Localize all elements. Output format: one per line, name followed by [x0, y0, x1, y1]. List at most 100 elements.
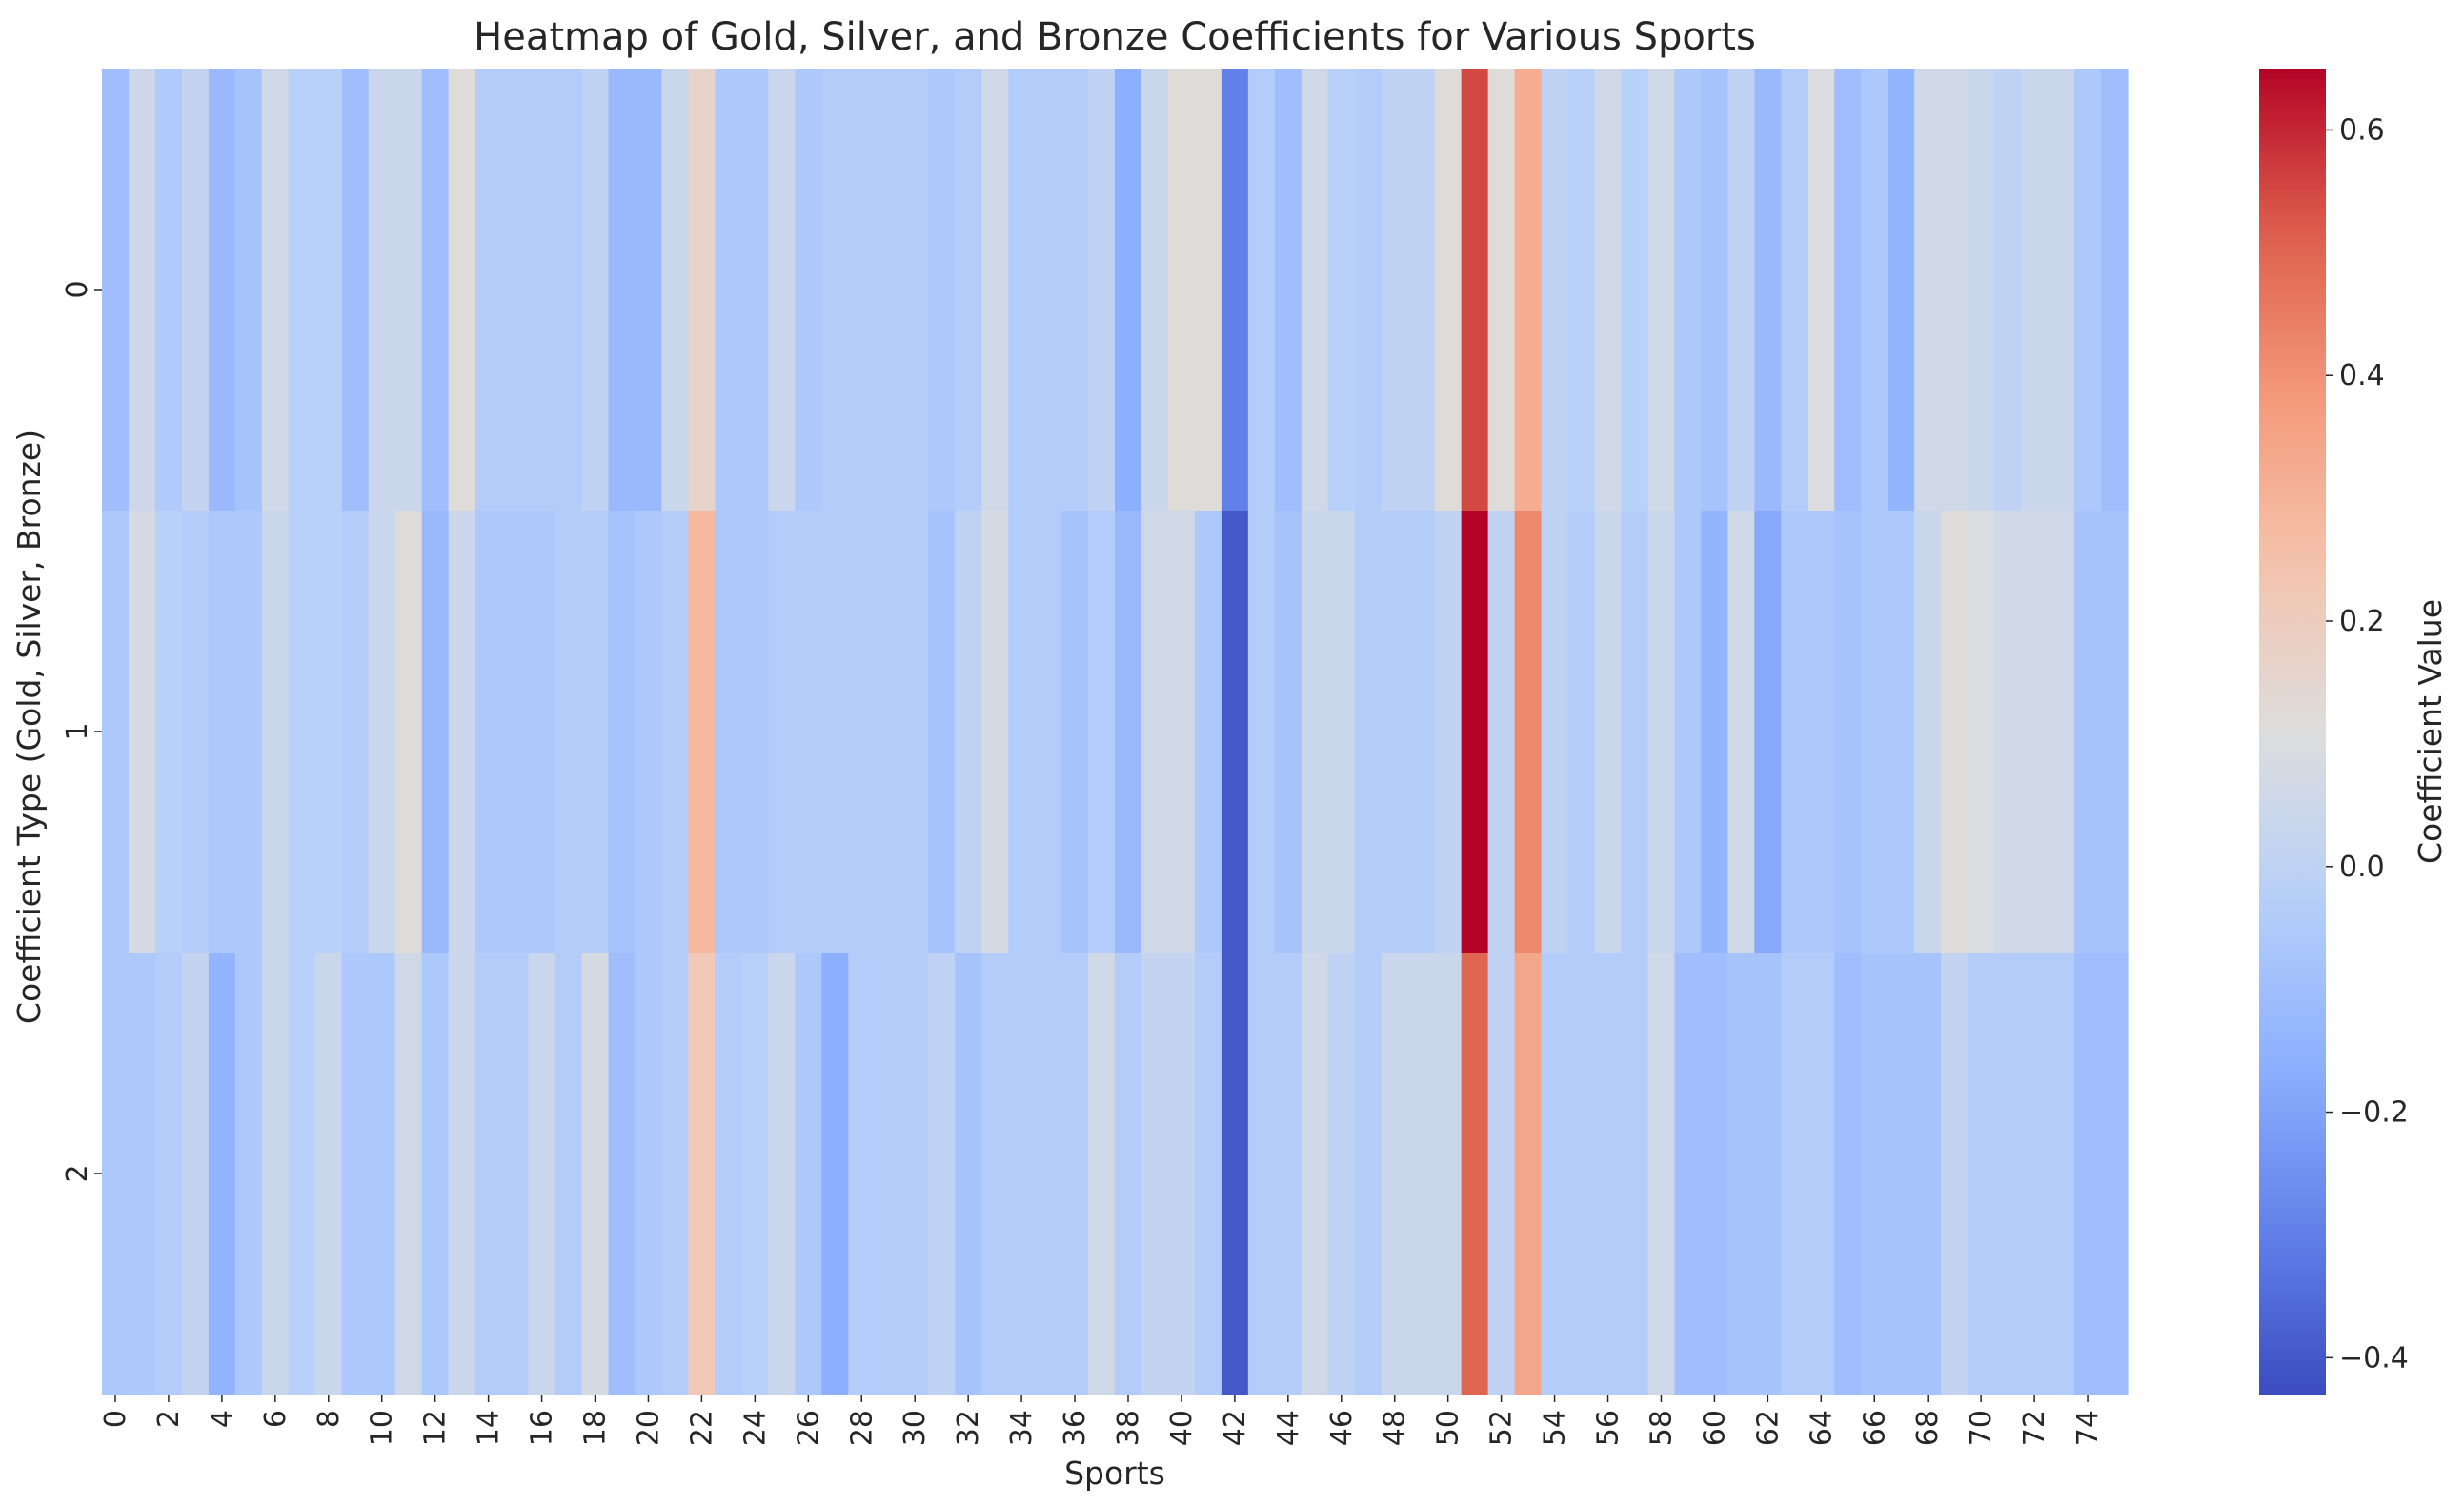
heatmap-cell — [1061, 69, 1089, 512]
heatmap-cell — [1567, 69, 1596, 512]
heatmap-cell — [2074, 953, 2102, 1395]
heatmap-cell — [2101, 69, 2129, 512]
x-tick-label: 62 — [1751, 1410, 1785, 1446]
heatmap-cell — [1194, 511, 1222, 953]
heatmap-cell — [1274, 69, 1303, 512]
heatmap-cell — [555, 69, 583, 512]
heatmap-cell — [1834, 69, 1862, 512]
heatmap-cell — [1727, 953, 1755, 1395]
heatmap-cell — [1167, 69, 1196, 512]
heatmap-cell — [1035, 511, 1062, 953]
heatmap-cell — [314, 69, 343, 512]
colorbar-ticks: −0.4 −0.2 0.0 0.2 0.4 0.6 — [2326, 113, 2409, 1375]
heatmap-cell — [981, 511, 1009, 953]
colorbar-tick-label: −0.4 — [2339, 1341, 2409, 1375]
heatmap-cell — [1514, 953, 1543, 1395]
heatmap-cell — [768, 511, 796, 953]
heatmap-cell — [1647, 511, 1676, 953]
heatmap-cell — [288, 511, 316, 953]
y-axis-label: Coefficient Type (Gold, Silver, Bronze) — [10, 430, 48, 1024]
heatmap-cell — [1754, 953, 1782, 1395]
heatmap-cell — [1621, 69, 1649, 512]
heatmap-cell — [715, 511, 742, 953]
heatmap-cell — [1008, 69, 1036, 512]
heatmap-cell — [208, 953, 236, 1395]
heatmap-cell — [1941, 69, 1969, 512]
heatmap-cell — [608, 69, 636, 512]
heatmap-cell — [1781, 953, 1808, 1395]
heatmap-cell — [1141, 953, 1169, 1395]
heatmap-cell — [715, 69, 742, 512]
x-tick-label: 60 — [1698, 1410, 1731, 1446]
heatmap-cell — [528, 953, 556, 1395]
heatmap-cell — [1567, 511, 1596, 953]
heatmap-cell — [1194, 69, 1222, 512]
heatmap-cell — [181, 511, 210, 953]
heatmap-cell — [608, 953, 636, 1395]
colorbar-tick-label: 0.6 — [2339, 113, 2385, 147]
heatmap-cell — [341, 511, 370, 953]
heatmap-cell — [421, 953, 450, 1395]
heatmap-cell — [795, 69, 822, 512]
heatmap-cell — [448, 69, 476, 512]
heatmap-cell — [901, 511, 929, 953]
x-tick-label: 50 — [1432, 1410, 1465, 1446]
heatmap-cell — [1834, 511, 1862, 953]
x-tick-label: 2 — [152, 1410, 186, 1428]
heatmap-cell — [2048, 69, 2075, 512]
heatmap-cell — [955, 953, 982, 1395]
heatmap-cell — [1115, 953, 1142, 1395]
heatmap-cell — [1194, 953, 1222, 1395]
heatmap-cell — [795, 511, 822, 953]
x-tick-label: 0 — [99, 1410, 132, 1428]
heatmap-cell — [1115, 69, 1142, 512]
heatmap-cell — [341, 69, 370, 512]
heatmap-cell — [1407, 69, 1436, 512]
heatmap-cell — [1487, 69, 1516, 512]
heatmap-cell — [2074, 69, 2102, 512]
heatmap-cell — [1647, 69, 1676, 512]
heatmap-cell — [181, 69, 210, 512]
heatmap-cell — [102, 511, 130, 953]
heatmap-cell — [661, 953, 690, 1395]
heatmap-cell — [1354, 953, 1383, 1395]
heatmap-cell — [2101, 953, 2129, 1395]
heatmap-cell — [261, 511, 290, 953]
heatmap-cell — [1221, 69, 1249, 512]
heatmap-cell — [1701, 953, 1728, 1395]
heatmap-cell — [1434, 953, 1463, 1395]
x-tick-label: 36 — [1059, 1410, 1092, 1446]
heatmap-cell — [288, 953, 316, 1395]
heatmap-cell — [501, 511, 530, 953]
heatmap-cell — [1674, 953, 1703, 1395]
heatmap-cell — [635, 511, 663, 953]
x-tick-label: 10 — [366, 1410, 399, 1446]
heatmap-cell — [1167, 511, 1196, 953]
heatmap-cell — [581, 511, 610, 953]
heatmap-cell — [741, 953, 769, 1395]
heatmap-cell — [1274, 511, 1303, 953]
heatmap-cell — [1754, 69, 1782, 512]
heatmap-cell — [1514, 69, 1543, 512]
y-tick-label: 1 — [61, 722, 94, 740]
heatmap-cell — [1327, 69, 1356, 512]
heatmap-cell — [1808, 69, 1835, 512]
heatmap-cell — [288, 69, 316, 512]
heatmap-cell — [1808, 511, 1835, 953]
heatmap-cell — [394, 69, 423, 512]
heatmap-cell — [1434, 69, 1463, 512]
heatmap-cell — [1541, 953, 1569, 1395]
heatmap-cell — [154, 511, 183, 953]
x-tick-label: 68 — [1911, 1410, 1945, 1446]
heatmap-cell — [661, 69, 690, 512]
x-axis-label: Sports — [1064, 1455, 1165, 1492]
heatmap-cell — [261, 953, 290, 1395]
x-tick-label: 8 — [313, 1410, 346, 1428]
heatmap-cell — [1888, 953, 1915, 1395]
heatmap-cell — [848, 953, 876, 1395]
x-tick-label: 18 — [579, 1410, 613, 1446]
heatmap-cell — [1141, 511, 1169, 953]
heatmap-cell — [181, 953, 210, 1395]
heatmap-cell — [234, 511, 263, 953]
